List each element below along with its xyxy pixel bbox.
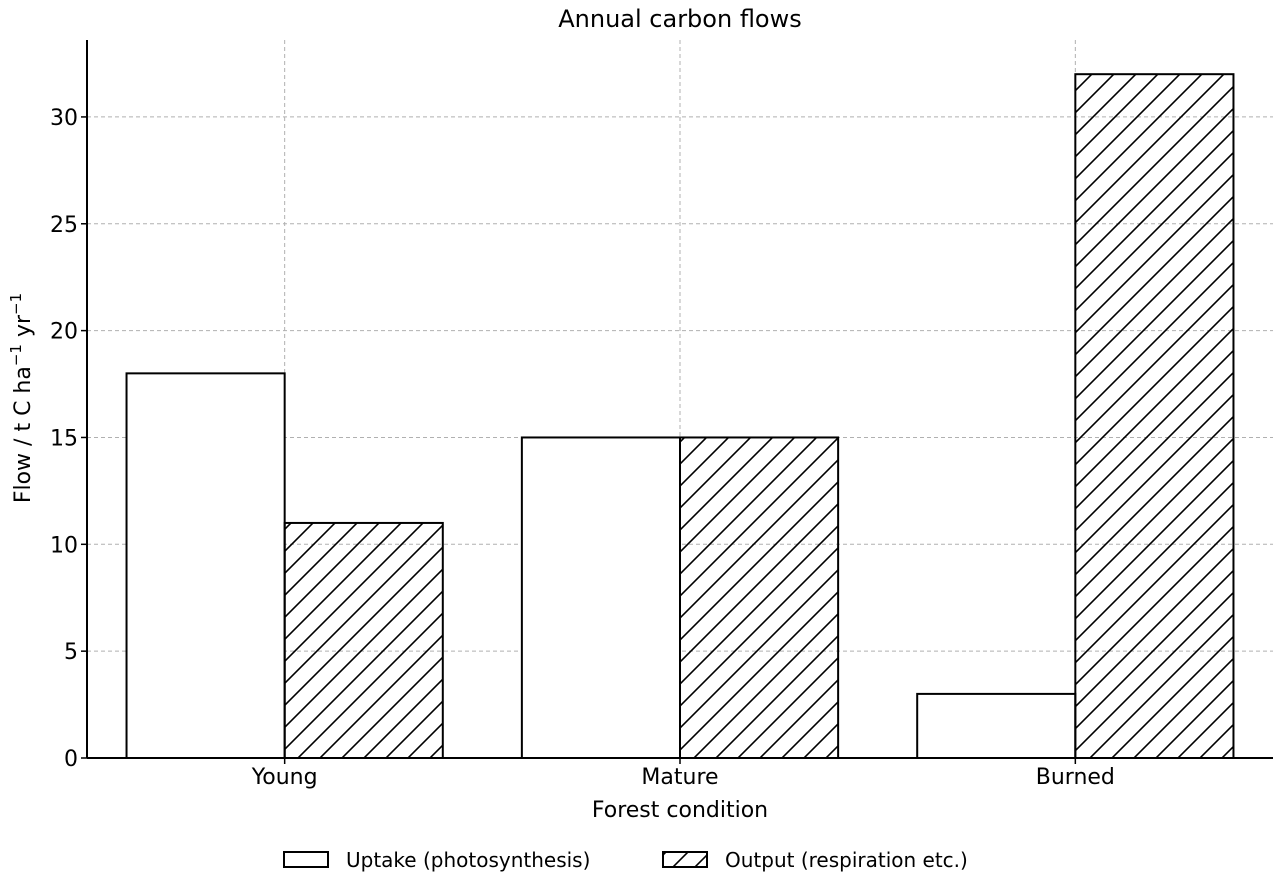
y-axis-label-sup2: −1 — [7, 293, 25, 315]
x-tick-label: Young — [251, 765, 318, 790]
y-axis-label-unit: yr — [11, 314, 36, 344]
y-axis-label-main: Flow / t C ha — [11, 366, 36, 503]
x-tick-label: Burned — [1036, 765, 1115, 790]
bar-uptake-young — [125, 372, 286, 759]
y-tick-label: 25 — [50, 213, 78, 238]
y-tick-label: 0 — [64, 747, 78, 772]
legend-label-output: Output (respiration etc.) — [725, 848, 968, 872]
x-axis-label: Forest condition — [592, 798, 768, 823]
x-tick-label: Mature — [641, 765, 718, 790]
y-tick-label: 30 — [50, 106, 78, 131]
y-axis-label: Flow / t C ha−1 yr−1 — [7, 293, 36, 503]
legend-swatch-uptake — [283, 851, 329, 868]
y-tick-label: 5 — [64, 640, 78, 665]
y-tick-label: 20 — [50, 320, 78, 345]
chart-title: Annual carbon flows — [558, 5, 802, 33]
y-axis-label-sup1: −1 — [7, 344, 25, 366]
legend-label-uptake: Uptake (photosynthesis) — [346, 848, 590, 872]
bar-uptake-mature — [520, 436, 681, 759]
legend-swatch-output — [662, 851, 708, 868]
y-tick-label: 15 — [50, 426, 78, 451]
bar-output-burned — [1074, 73, 1235, 759]
bar-output-young — [283, 521, 444, 760]
bar-output-mature — [679, 436, 840, 759]
bar-uptake-burned — [916, 692, 1077, 760]
y-tick-label: 10 — [50, 533, 78, 558]
legend: Uptake (photosynthesis) Output (respirat… — [283, 848, 968, 872]
